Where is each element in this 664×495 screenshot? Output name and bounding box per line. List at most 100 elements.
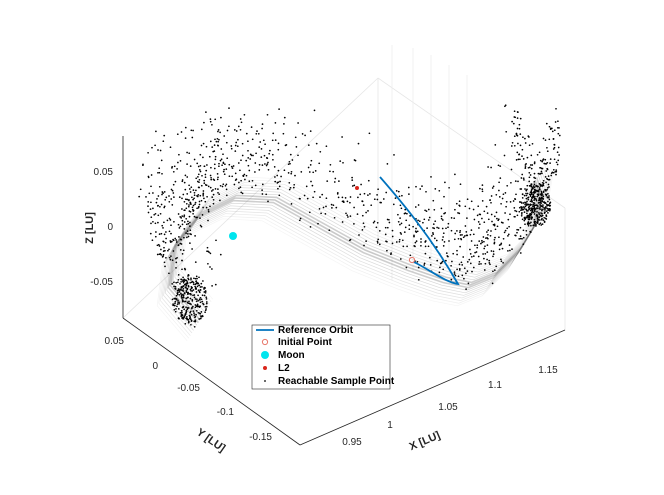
sample-point xyxy=(384,226,387,229)
sample-point xyxy=(209,120,212,123)
sample-point xyxy=(421,185,423,187)
sample-point xyxy=(163,134,166,137)
sample-point xyxy=(173,220,175,223)
sample-point xyxy=(182,288,185,290)
sample-point xyxy=(544,176,547,178)
sample-point xyxy=(525,189,528,192)
sample-point xyxy=(386,163,389,165)
sample-point xyxy=(250,126,253,128)
sample-point xyxy=(318,162,321,165)
sample-point xyxy=(167,249,169,252)
sample-point xyxy=(492,270,494,273)
sample-point xyxy=(205,206,208,209)
sample-point xyxy=(344,197,347,199)
sample-point xyxy=(292,186,295,189)
sample-point xyxy=(241,154,244,157)
sample-point xyxy=(424,209,426,212)
sample-point xyxy=(453,238,456,241)
sample-point xyxy=(502,193,505,196)
sample-point xyxy=(524,142,527,144)
sample-point xyxy=(527,196,529,199)
sample-point xyxy=(162,227,164,229)
sample-point xyxy=(243,173,246,176)
sample-point xyxy=(192,294,194,297)
sample-point xyxy=(215,140,218,143)
sample-point xyxy=(349,215,352,217)
sample-point xyxy=(539,166,541,169)
sample-point xyxy=(526,203,529,206)
sample-point xyxy=(538,187,541,189)
sample-point xyxy=(228,175,231,178)
sample-point xyxy=(274,176,276,178)
sample-point xyxy=(195,189,197,192)
sample-point xyxy=(174,297,177,300)
sample-point xyxy=(333,181,336,183)
sample-point xyxy=(541,172,543,175)
sample-point xyxy=(178,301,180,304)
sample-point xyxy=(448,240,450,242)
sample-point xyxy=(468,207,471,210)
sample-point xyxy=(278,185,281,188)
sample-point xyxy=(527,214,530,217)
sample-point xyxy=(179,249,182,251)
sample-point xyxy=(186,317,188,320)
sample-point xyxy=(436,259,439,262)
sample-point xyxy=(168,195,170,197)
x-tick-label: 1 xyxy=(387,420,393,431)
sample-point xyxy=(186,236,188,239)
sample-point xyxy=(516,228,518,231)
sample-point xyxy=(256,130,258,132)
sample-point xyxy=(197,176,199,178)
sample-point xyxy=(542,198,544,200)
sample-point xyxy=(193,314,196,316)
sample-point xyxy=(308,211,311,214)
sample-point xyxy=(555,170,558,173)
sample-point xyxy=(495,211,498,214)
sample-point xyxy=(505,130,508,133)
sample-point xyxy=(180,297,183,299)
sample-point xyxy=(180,278,182,281)
sample-point xyxy=(535,185,537,187)
sample-point xyxy=(276,174,279,177)
sample-point xyxy=(541,217,543,220)
sample-point xyxy=(489,263,491,266)
sample-point xyxy=(231,167,234,169)
sample-point xyxy=(325,205,327,208)
sample-point xyxy=(540,204,542,207)
sample-point xyxy=(437,227,440,229)
sample-point xyxy=(543,221,546,223)
sample-point xyxy=(172,170,175,173)
sample-point xyxy=(529,164,532,166)
sample-point xyxy=(192,281,195,284)
sample-point xyxy=(240,191,243,194)
sample-point xyxy=(541,209,543,212)
sample-point xyxy=(273,166,276,168)
sample-point xyxy=(533,220,536,223)
sample-point xyxy=(209,140,212,143)
sample-point xyxy=(540,208,542,211)
sample-point xyxy=(235,130,238,132)
sample-point xyxy=(405,266,408,269)
sample-point xyxy=(203,294,206,297)
sample-point xyxy=(529,230,532,233)
sample-point xyxy=(458,204,461,207)
sample-point xyxy=(521,211,523,214)
sample-point xyxy=(522,158,525,160)
sample-point xyxy=(198,312,201,315)
sample-point xyxy=(469,233,472,236)
sample-point xyxy=(488,262,491,264)
sample-point xyxy=(511,248,513,250)
sample-point xyxy=(186,287,188,290)
sample-point xyxy=(399,204,402,207)
sample-point xyxy=(538,188,541,191)
sample-point xyxy=(242,175,245,178)
sample-point xyxy=(198,305,200,308)
sample-point xyxy=(414,241,417,244)
sample-point xyxy=(191,196,193,199)
sample-point xyxy=(544,139,547,141)
sample-point xyxy=(179,242,182,245)
sample-point xyxy=(183,200,186,203)
sample-point xyxy=(190,278,192,281)
sample-point xyxy=(223,173,226,176)
sample-point xyxy=(490,230,492,232)
